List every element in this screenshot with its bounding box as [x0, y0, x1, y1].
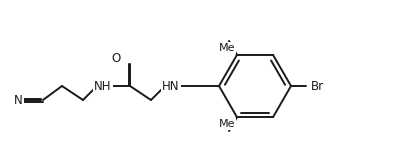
Text: Me: Me	[219, 43, 235, 53]
Text: NH: NH	[94, 80, 112, 93]
Text: Me: Me	[219, 119, 235, 129]
Text: HN: HN	[162, 80, 180, 93]
Text: N: N	[14, 93, 22, 106]
Text: O: O	[111, 51, 120, 64]
Text: Br: Br	[310, 80, 324, 93]
